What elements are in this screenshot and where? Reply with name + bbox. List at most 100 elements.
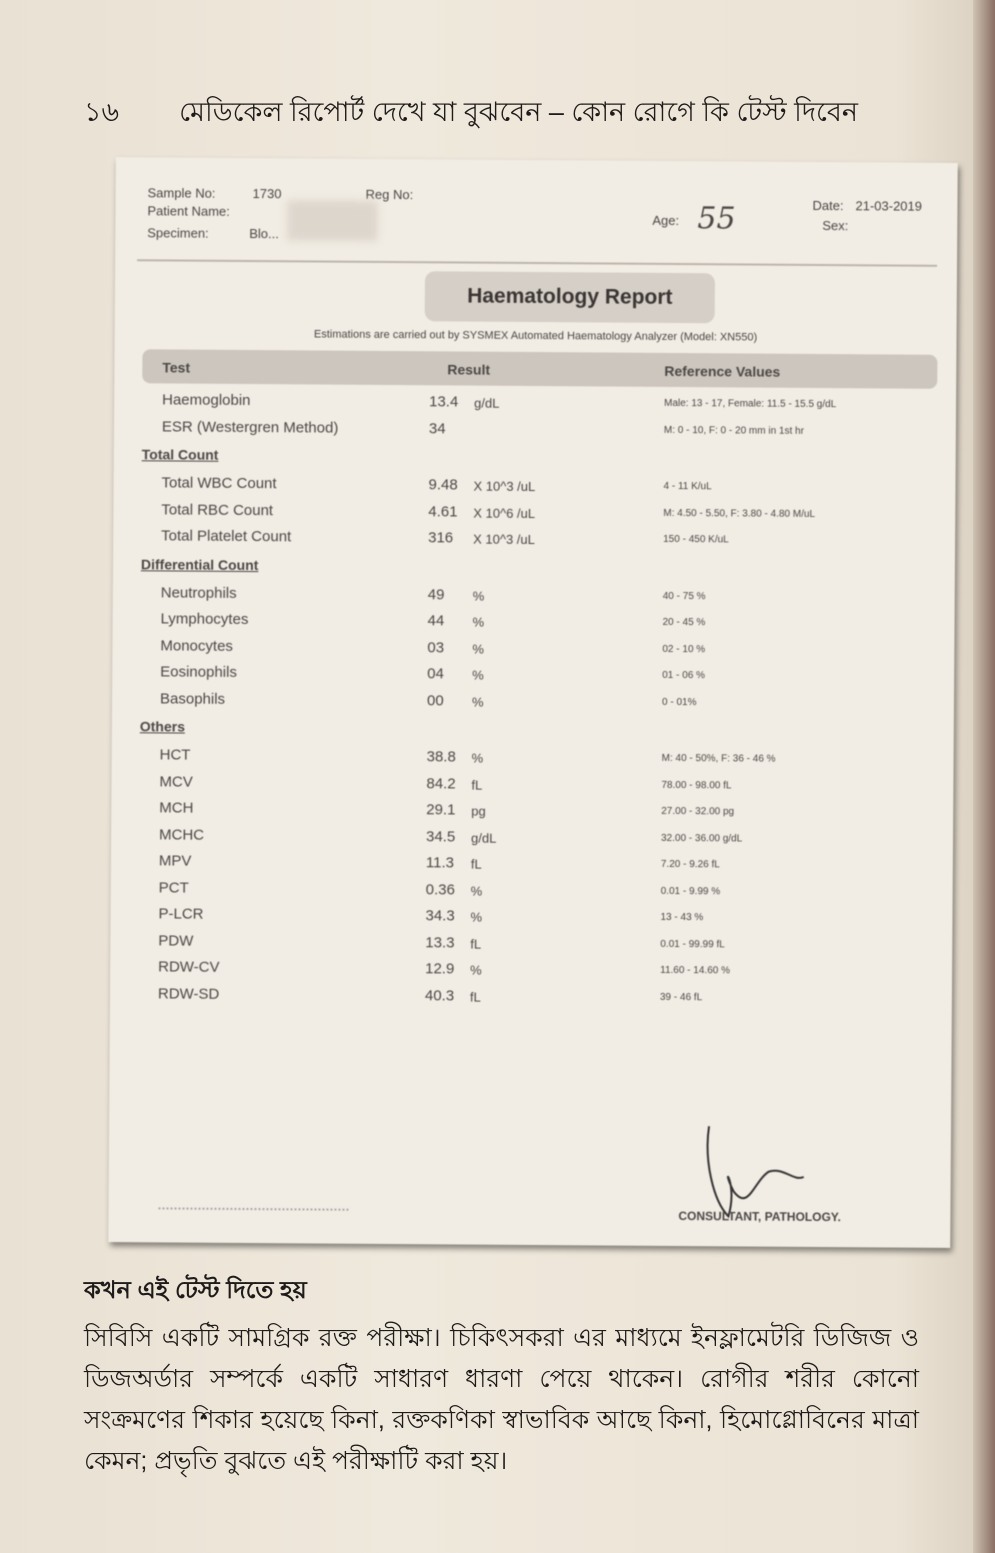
book-spine-edge	[973, 0, 995, 1553]
result-value: 11.3	[425, 854, 455, 872]
test-name: MCH	[159, 799, 194, 817]
section-title: Others	[139, 718, 186, 735]
result-value: 34.5	[426, 827, 456, 845]
signatory: CONSULTANT, PATHOLOGY.	[678, 1209, 841, 1225]
haematology-report-image: Sample No: 1730 Reg No: Patient Name: Sp…	[108, 157, 958, 1248]
redacted-name	[287, 200, 378, 241]
patient-info: Sample No: 1730 Reg No: Patient Name: Sp…	[137, 179, 938, 267]
signature	[706, 1126, 805, 1219]
result-value: 34.3	[425, 907, 455, 925]
sample-no: 1730	[252, 186, 282, 202]
test-name: Total Platelet Count	[161, 527, 292, 546]
col-test: Test	[162, 359, 191, 376]
date: 21-03-2019	[855, 198, 923, 214]
result-value: 29.1	[426, 801, 456, 819]
reference-value: 4 - 11 K/uL	[663, 480, 712, 493]
test-name: PDW	[158, 931, 194, 950]
page-header: ১৬ মেডিকেল রিপোর্ট দেখে যা বুঝবেন – কোন …	[84, 92, 884, 137]
result-unit: g/dL	[471, 830, 497, 846]
reference-value: M: 0 - 10, F: 0 - 20 mm in 1st hr	[663, 424, 804, 437]
reference-value: 01 - 06 %	[662, 669, 706, 682]
result-value: 03	[427, 638, 445, 656]
result-value: 0.36	[425, 880, 455, 898]
date-label: Date:	[812, 197, 844, 214]
result-value: 13.3	[425, 933, 455, 951]
result-unit: %	[471, 694, 484, 710]
result-unit: %	[471, 750, 484, 766]
test-name: ESR (Westergren Method)	[161, 417, 339, 437]
test-name: Total WBC Count	[161, 474, 277, 493]
result-unit: fL	[470, 936, 482, 952]
test-name: Neutrophils	[160, 583, 237, 602]
specimen-label: Specimen:	[147, 225, 209, 241]
reference-value: 0.01 - 9.99 %	[660, 885, 721, 897]
result-value: 44	[427, 612, 445, 630]
report-title: Haematology Report	[424, 271, 716, 324]
result-value: 40.3	[424, 986, 455, 1004]
result-unit: X 10^3 /uL	[473, 478, 536, 495]
result-value: 316	[428, 529, 454, 547]
result-unit: fL	[471, 777, 483, 793]
reference-value: M: 40 - 50%, F: 36 - 46 %	[661, 752, 776, 765]
patient-name-label: Patient Name:	[147, 203, 230, 219]
reference-value: 7.20 - 9.26 fL	[660, 858, 720, 871]
sex-label: Sex:	[822, 218, 849, 234]
result-value: 13.4	[429, 393, 459, 411]
test-name: MPV	[158, 852, 192, 870]
result-value: 4.61	[428, 502, 458, 520]
test-name: Lymphocytes	[160, 610, 249, 629]
dotted-line	[158, 1207, 349, 1211]
reference-value: 02 - 10 %	[662, 643, 706, 655]
section-title: Differential Count	[140, 555, 259, 573]
reference-value: 11.60 - 14.60 %	[660, 964, 731, 977]
result-unit: %	[472, 588, 485, 604]
result-value: 00	[426, 691, 444, 709]
report-subtitle: Estimations are carried out by SYSMEX Au…	[313, 328, 758, 344]
test-name: MCHC	[159, 825, 205, 844]
test-name: Haemoglobin	[162, 391, 251, 410]
results-table: Haemoglobin 13.4 g/dL Male: 13 - 17, Fem…	[110, 387, 956, 1013]
test-name: Eosinophils	[160, 663, 237, 681]
reference-value: 78.00 - 98.00 fL	[661, 779, 732, 791]
result-unit: X 10^6 /uL	[473, 505, 536, 521]
test-name: MCV	[159, 772, 193, 791]
result-unit: g/dL	[474, 395, 500, 411]
reference-value: 39 - 46 fL	[659, 991, 703, 1003]
section-title: Total Count	[141, 446, 219, 463]
reference-value: M: 4.50 - 5.50, F: 3.80 - 4.80 M/uL	[663, 507, 816, 520]
result-unit: fL	[470, 856, 482, 872]
reference-value: 150 - 450 K/uL	[663, 533, 729, 546]
specimen: Blo...	[249, 226, 279, 242]
reference-value: Male: 13 - 17, Female: 11.5 - 15.5 g/dL	[664, 397, 837, 411]
test-name: PCT	[158, 878, 189, 897]
table-row: RDW-SD 40.3 fL 39 - 46 fL	[110, 981, 952, 1013]
section-heading: কখন এই টেস্ট দিতে হয়	[84, 1277, 307, 1304]
test-name: RDW-SD	[157, 984, 220, 1003]
reference-value: 0.01 - 99.99 fL	[660, 938, 725, 950]
body-paragraph: সিবিসি একটি সামগ্রিক রক্ত পরীক্ষা। চিকিৎ…	[84, 1324, 919, 1475]
col-reference: Reference Values	[664, 362, 781, 380]
result-value: 49	[427, 585, 445, 603]
reference-value: 0 - 01%	[661, 696, 697, 708]
test-name: Basophils	[159, 689, 226, 708]
age-label: Age:	[652, 212, 680, 229]
result-unit: pg	[471, 803, 486, 819]
result-unit: fL	[469, 989, 481, 1005]
result-value: 9.48	[428, 476, 458, 494]
result-unit: %	[470, 962, 482, 978]
result-value: 38.8	[426, 748, 456, 766]
result-unit: X 10^3 /uL	[473, 531, 535, 548]
reg-no-label: Reg No:	[365, 186, 414, 203]
test-name: P-LCR	[158, 905, 204, 923]
result-value: 12.9	[425, 960, 455, 978]
test-name: HCT	[159, 746, 191, 764]
col-result: Result	[447, 361, 491, 378]
reference-value: 13 - 43 %	[660, 911, 704, 924]
result-value: 34	[428, 419, 446, 437]
result-unit: %	[472, 641, 484, 657]
reference-value: 32.00 - 36.00 g/dL	[661, 832, 743, 844]
reference-value: 27.00 - 32.00 pg	[661, 805, 735, 818]
table-header: Test Result Reference Values	[142, 349, 938, 389]
result-unit: %	[472, 667, 484, 683]
reference-value: 20 - 45 %	[662, 616, 706, 629]
